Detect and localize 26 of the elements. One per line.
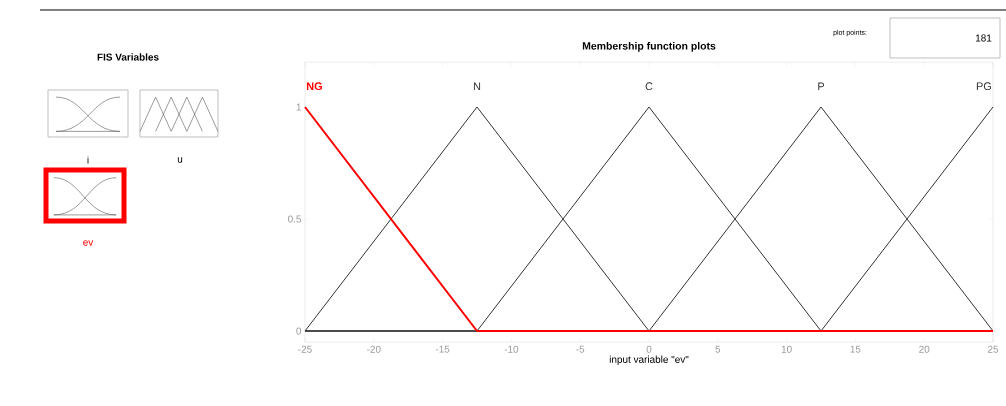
- x-tick-label: -15: [435, 345, 450, 353]
- x-axis-title: input variable "ev": [609, 355, 689, 365]
- x-tick-label: -25: [298, 345, 312, 353]
- text: FIS Variables: [97, 53, 159, 61]
- series-label: P: [818, 82, 825, 91]
- series-label: C: [645, 82, 653, 91]
- text: i: [87, 156, 89, 164]
- text: 181: [975, 34, 992, 42]
- x-tick-label: 10: [781, 345, 792, 353]
- series-label: N: [473, 82, 481, 91]
- x-tick-label: 5: [715, 345, 721, 353]
- text: ev: [83, 240, 94, 246]
- x-tick-label: 25: [987, 345, 999, 353]
- y-tick-label: 0.5: [288, 215, 302, 223]
- y-tick-label: 0: [296, 327, 302, 335]
- x-tick-label: 0: [646, 345, 652, 353]
- x-tick-label: 20: [919, 345, 930, 353]
- x-tick-label: -5: [576, 345, 585, 353]
- series-label: NG: [306, 82, 322, 91]
- chart-title: Membership function plots: [582, 41, 716, 52]
- series-label: PG: [976, 82, 991, 91]
- x-tick-label: -20: [367, 345, 381, 353]
- x-tick-label: -10: [504, 345, 519, 353]
- x-tick-label: 15: [850, 345, 861, 353]
- y-tick-label: 1: [296, 103, 302, 111]
- text: u: [177, 157, 183, 163]
